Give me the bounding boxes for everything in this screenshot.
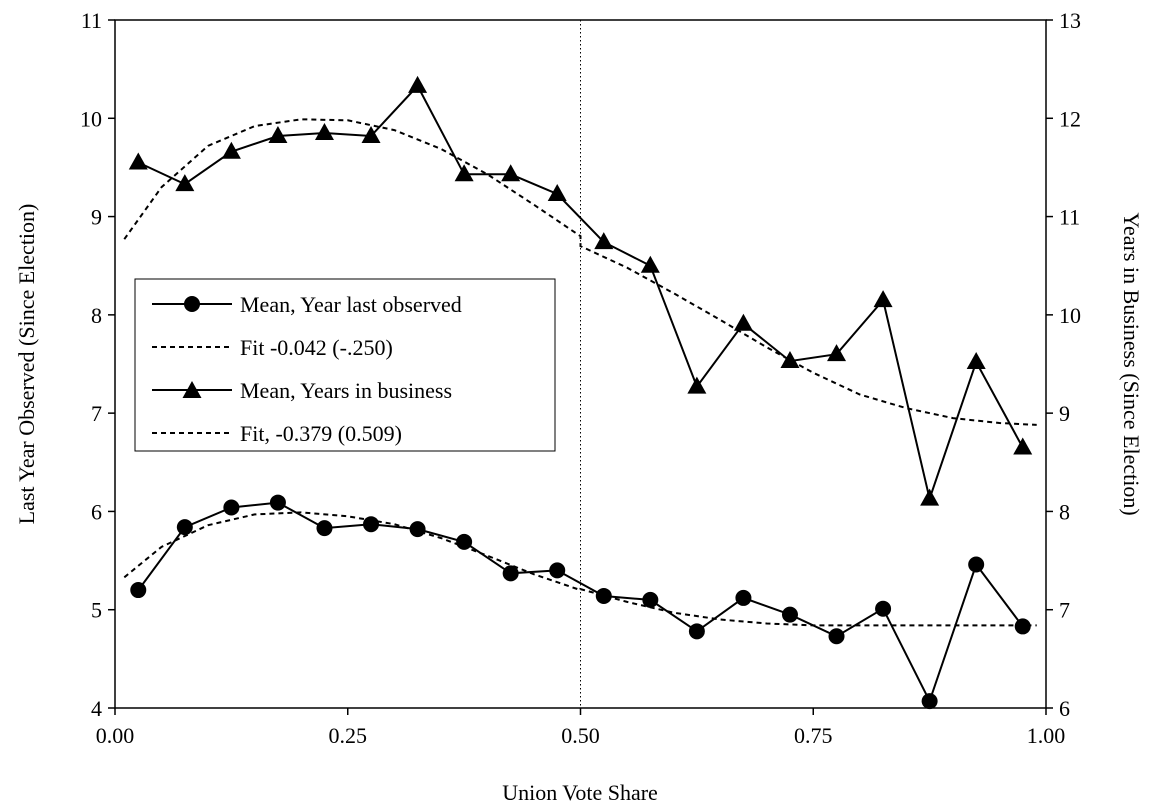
left-y-tick-label: 7: [91, 401, 102, 426]
data-point-circle: [316, 520, 333, 537]
data-point-circle: [595, 587, 612, 604]
legend-box: [134, 278, 556, 452]
right-y-tick-label: 13: [1059, 8, 1081, 33]
right-y-tick-label: 7: [1059, 598, 1070, 623]
data-point-triangle: [1013, 437, 1033, 455]
x-tick-label: 0.00: [96, 723, 135, 748]
data-point-circle: [223, 499, 240, 516]
data-point-circle: [269, 494, 286, 511]
series-line-year-last-observed: [137, 501, 1024, 704]
right-y-axis-title: Years in Business (Since Election): [1119, 212, 1144, 515]
legend-label-fit-year: Fit -0.042 (-.250): [240, 335, 393, 360]
data-point-circle: [828, 628, 845, 645]
left-y-tick-label: 9: [91, 205, 102, 230]
left-y-tick-label: 8: [91, 303, 102, 328]
left-y-tick-label: 5: [91, 598, 102, 623]
left-y-tick-label: 10: [80, 106, 102, 131]
data-point-triangle: [128, 152, 148, 170]
data-point-circle: [781, 606, 798, 623]
data-point-triangle: [780, 351, 800, 369]
left-y-tick-label: 4: [91, 696, 102, 721]
data-point-circle: [176, 519, 193, 536]
data-point-circle: [921, 693, 938, 710]
plot-area: [123, 75, 1037, 710]
data-point-triangle: [501, 164, 521, 182]
x-tick-label: 0.75: [794, 723, 833, 748]
data-point-circle: [130, 582, 147, 599]
x-tick-label: 0.50: [561, 723, 600, 748]
data-point-triangle: [827, 344, 847, 362]
legend-label-years-in-business: Mean, Years in business: [240, 378, 452, 403]
data-point-circle: [968, 556, 985, 573]
legend-marker-triangle: [182, 381, 202, 398]
left-y-axis-title: Last Year Observed (Since Election): [14, 204, 39, 525]
legend-marker-circle: [184, 296, 200, 312]
right-y-tick-label: 12: [1059, 106, 1081, 131]
legend: Mean, Year last observed Fit -0.042 (-.2…: [134, 278, 556, 452]
axes: 0.00 0.25 0.50 0.75 1.00 4 5 6 7 8 9 10 11 6 7 8 9 10 11 12…: [80, 8, 1081, 748]
left-y-tick-label: 6: [91, 499, 102, 524]
data-point-triangle: [314, 123, 334, 141]
data-point-triangle: [966, 352, 986, 370]
data-point-triangle: [640, 255, 660, 273]
data-point-circle: [363, 516, 380, 533]
data-point-circle: [875, 600, 892, 617]
series-line-fit-business: [123, 118, 1037, 426]
series-line-fit-year: [123, 511, 1037, 627]
data-point-triangle: [873, 290, 893, 308]
data-point-circle: [688, 623, 705, 640]
data-point-triangle: [454, 164, 474, 182]
right-y-tick-label: 11: [1059, 205, 1080, 230]
data-point-triangle: [733, 313, 753, 331]
x-axis-title: Union Vote Share: [502, 780, 658, 805]
data-point-circle: [456, 533, 473, 550]
data-point-triangle: [920, 488, 940, 506]
legend-label-year-last-observed: Mean, Year last observed: [240, 292, 462, 317]
left-y-tick-label: 11: [81, 8, 102, 33]
data-point-circle: [735, 589, 752, 606]
data-point-triangle: [221, 141, 241, 159]
data-point-circle: [502, 565, 519, 582]
right-y-tick-label: 10: [1059, 303, 1081, 328]
data-point-triangle: [408, 75, 428, 93]
x-tick-label: 1.00: [1027, 723, 1066, 748]
data-point-circle: [642, 591, 659, 608]
data-point-triangle: [594, 232, 614, 250]
series-line-years-in-business: [137, 84, 1024, 503]
right-y-tick-label: 6: [1059, 696, 1070, 721]
right-y-tick-label: 8: [1059, 499, 1070, 524]
data-point-circle: [549, 562, 566, 579]
x-tick-label: 0.25: [329, 723, 368, 748]
right-y-tick-label: 9: [1059, 401, 1070, 426]
data-point-triangle: [268, 125, 288, 143]
legend-label-fit-business: Fit, -0.379 (0.509): [240, 421, 402, 446]
data-point-triangle: [361, 125, 381, 143]
data-point-triangle: [687, 376, 707, 394]
data-point-circle: [1014, 618, 1031, 635]
data-point-triangle: [547, 183, 567, 201]
data-point-triangle: [175, 174, 195, 192]
